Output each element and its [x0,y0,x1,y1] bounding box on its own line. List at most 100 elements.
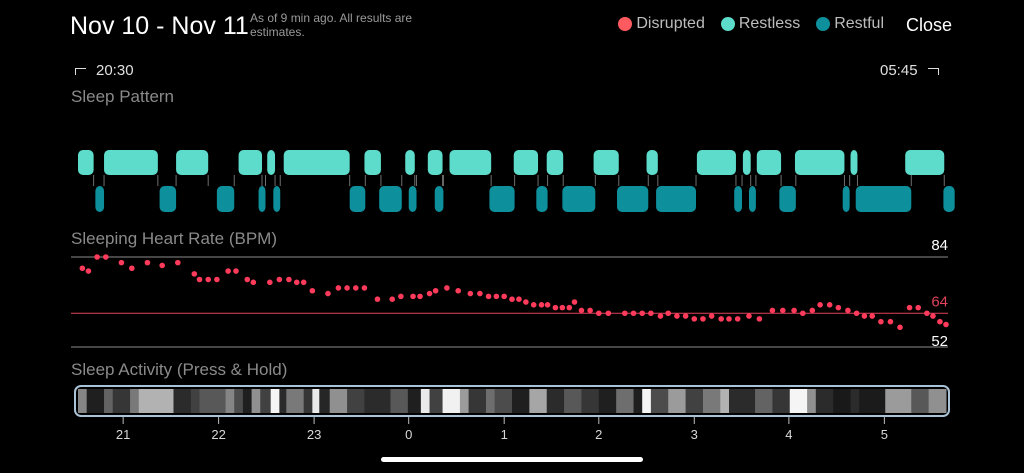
restless-segment [696,150,736,175]
heart-rate-point [809,307,816,314]
restless-segment [646,150,658,175]
heart-rate-point [118,259,125,266]
activity-stripe [668,389,687,413]
activity-stripe [598,389,617,413]
heart-rate-point [509,296,515,302]
heart-rate-point [648,310,654,317]
restless-segment [794,150,845,175]
heart-rate-point [887,318,894,325]
sleep-pattern-chart[interactable] [78,150,955,212]
restless-segment [104,150,158,175]
activity-stripe [512,389,530,413]
heart-rate-point [605,310,612,317]
heart-rate-point [691,316,698,322]
restful-segment [258,186,266,212]
hour-label: 22 [211,427,225,442]
heart-rate-point [578,307,585,314]
restful-dot-icon [816,17,831,31]
heart-rate-point [835,304,842,311]
activity-stripe [529,389,548,413]
min-value: 52 [931,333,948,350]
legend: Disrupted Restless Restful [618,15,884,33]
activity-stripe [772,389,791,413]
estimate-note: As of 9 min ago. All results are estimat… [250,11,413,39]
activity-stripe [633,389,643,413]
heart-rate-point [817,302,823,308]
restful-segment [273,186,281,212]
heart-rate-point [225,268,231,274]
activity-stripe [468,389,487,413]
restful-segment [617,186,649,212]
restless-segment [78,150,94,175]
heart-rate-point [845,307,851,314]
heart-rate-point [455,287,461,294]
restful-segment [95,186,105,212]
heart-rate-point [799,310,806,317]
restful-segment [943,186,955,212]
activity-stripe [286,389,305,413]
restful-segment [855,186,912,212]
activity-stripe [911,389,930,413]
heart-rate-point [250,279,257,286]
heart-rate-point [335,285,342,291]
heart-rate-point [389,296,396,302]
restful-segment [748,186,756,212]
legend-label: Disrupted [636,15,705,32]
activity-stripe [407,389,422,413]
avg-value: 64 [931,293,948,310]
activity-stripe [429,389,444,413]
activity-stripe [78,389,88,413]
heart-rate-point [102,254,109,260]
heart-rate-point [300,279,307,286]
heart-rate-point [878,318,884,325]
activity-stripe [885,389,912,413]
activity-stripe [319,389,331,413]
activity-stripe [112,389,131,413]
activity-stripe [702,389,721,413]
heart-rate-point [79,265,86,272]
heart-rate-point [726,316,732,322]
activity-stripe [546,389,565,413]
heart-rate-point [398,293,404,300]
activity-stripe [251,389,261,413]
heart-rate-point [791,307,797,314]
activity-stripe [928,389,947,413]
sleep-activity-chart[interactable] [74,385,950,417]
activity-stripe [270,389,280,413]
restful-segment [349,186,366,212]
activity-stripe [260,389,272,413]
heart-rate-point [930,313,936,319]
activity-stripe [720,389,730,413]
activity-stripe [312,389,320,413]
activity-stripe [225,389,235,413]
max-value: 84 [931,237,948,254]
legend-label: Restless [738,15,801,32]
heart-rate-point [325,290,331,297]
restless-segment [238,150,263,175]
hour-label: 3 [691,427,698,442]
restless-segment [449,150,492,175]
bracket-start-icon [75,67,86,75]
restless-segment [283,150,350,175]
restful-segment [408,186,417,212]
heart-rate-point [906,304,913,311]
heart-rate-point [769,307,776,314]
heart-rate-chart: 84 64 52 [71,237,949,350]
heart-rate-point [85,268,92,274]
home-indicator[interactable] [381,457,643,462]
activity-stripe [442,389,461,413]
restful-segment [216,186,235,212]
restless-segment [405,150,415,175]
heart-rate-point [718,316,724,322]
activity-bar-frame [74,385,950,417]
activity-stripe [130,389,140,413]
heart-rate-point [756,316,763,322]
activity-stripe [104,389,114,413]
close-button[interactable]: Close [906,15,953,35]
heart-rate-point [915,304,922,311]
activity-stripe [616,389,635,413]
heart-rate-point [501,293,507,300]
activity-stripe [190,389,201,413]
heart-rate-point [587,307,593,314]
hour-axis: 21 22 23 0 1 2 3 4 5 [116,417,888,442]
